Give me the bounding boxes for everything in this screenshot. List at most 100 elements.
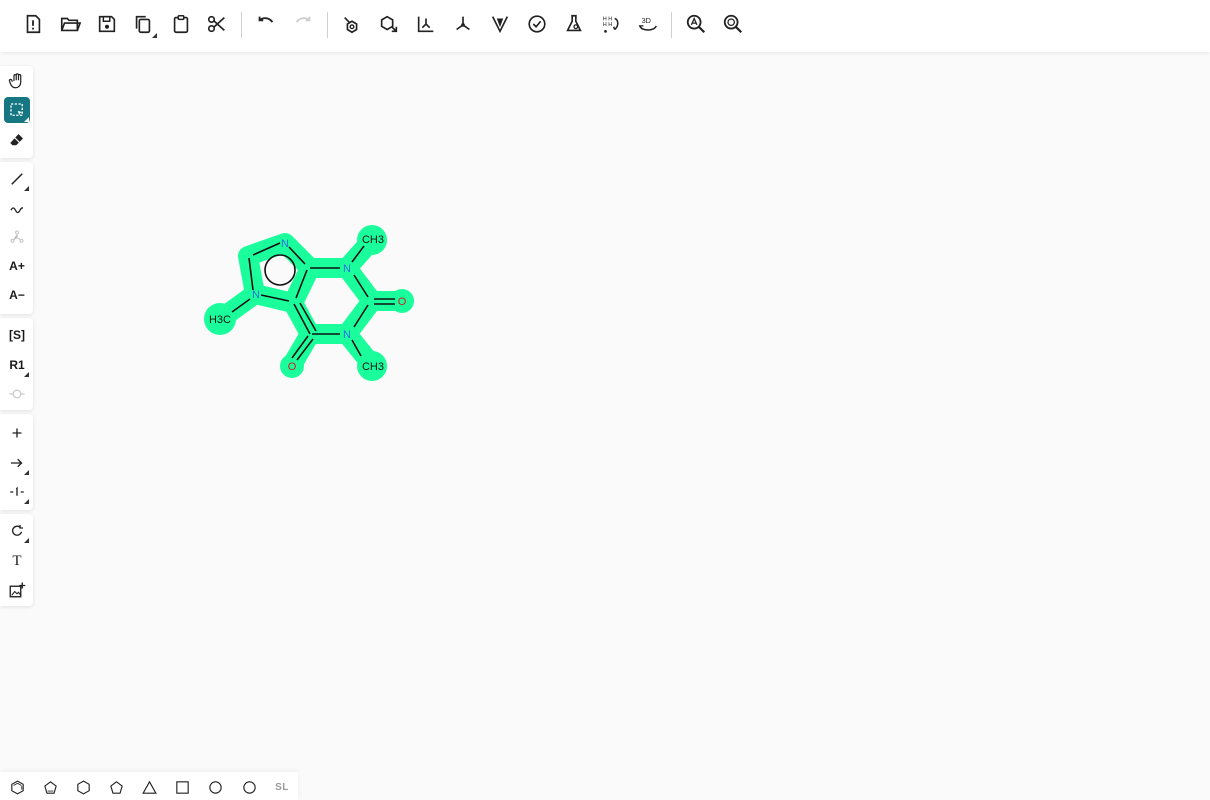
image-tool-button[interactable]: [4, 577, 30, 603]
sgroup-tool-button[interactable]: [S]: [4, 322, 30, 348]
zoom-in-button[interactable]: [680, 8, 712, 40]
clean-up-button[interactable]: [373, 8, 405, 40]
benzene-template-button[interactable]: [5, 776, 29, 798]
bonds: [231, 242, 395, 361]
arrow-tool-button[interactable]: [4, 450, 30, 476]
plus-tool-button[interactable]: [4, 420, 30, 446]
paste-button[interactable]: [165, 8, 197, 40]
toolbar-divider: [241, 12, 242, 38]
cycloheptane-template-button[interactable]: [203, 776, 227, 798]
clipboard-icon: [173, 15, 189, 34]
cyclobutane-template-button[interactable]: [170, 776, 194, 798]
attachment-tool-button[interactable]: [4, 381, 30, 407]
bond-tool-button[interactable]: [4, 166, 30, 192]
charge-minus-label: A−: [9, 288, 25, 302]
text-tool-button[interactable]: T: [4, 548, 30, 574]
square-icon: [175, 780, 189, 794]
new-file-button[interactable]: [17, 8, 49, 40]
mapping-tool-button[interactable]: [4, 479, 30, 505]
atom-methyl-top[interactable]: CH3: [362, 234, 384, 246]
attachment-point-icon: [9, 389, 25, 399]
flask-icon: [566, 14, 582, 32]
cyclopropane-template-button[interactable]: [137, 776, 161, 798]
cyclopentane-template-button[interactable]: [104, 776, 128, 798]
open-button[interactable]: [54, 8, 86, 40]
scissors-icon: [207, 15, 225, 33]
chain-tool-button[interactable]: [4, 195, 30, 221]
atom-n-imidazole-top[interactable]: N: [281, 238, 289, 250]
heptagon-icon: [208, 780, 222, 794]
left-toolbar-group-groups: [S] R1: [0, 318, 33, 410]
structure-library-label: SL: [275, 781, 289, 793]
rotate-icon: [11, 525, 23, 536]
single-bond-icon: [11, 173, 23, 185]
cyclohexane-template-button[interactable]: [71, 776, 95, 798]
hydrogen-label: H: [603, 22, 607, 28]
text-tool-label: T: [12, 552, 22, 569]
charge-minus-tool-button[interactable]: A−: [4, 282, 30, 308]
aromatize-button[interactable]: [410, 8, 442, 40]
molecule-structure[interactable]: N N N N O O CH3 CH3 H3C: [33, 52, 1210, 772]
hydrogens-icon: H H H H: [603, 16, 619, 33]
atom-n1[interactable]: N: [343, 263, 351, 275]
atom-mapping-icon: [10, 486, 24, 496]
clean-up-icon: [380, 15, 398, 33]
atom-methyl-left[interactable]: H3C: [209, 314, 231, 326]
copy-button[interactable]: [127, 8, 159, 40]
calculated-values-button[interactable]: [558, 8, 590, 40]
stereo-tool-button[interactable]: [4, 224, 30, 250]
submenu-indicator: [24, 538, 29, 543]
atom-n-imidazole-left[interactable]: N: [252, 289, 260, 301]
arrow-right-icon: [11, 458, 23, 468]
rgroup-tool-button[interactable]: R1: [4, 352, 30, 378]
charge-plus-tool-button[interactable]: A+: [4, 253, 30, 279]
check-structure-button[interactable]: [521, 8, 553, 40]
calculate-cip-button[interactable]: [484, 8, 516, 40]
atom-n3[interactable]: N: [343, 329, 351, 341]
select-tool-button[interactable]: [4, 97, 30, 123]
drawing-canvas[interactable]: N N N N O O CH3 CH3 H3C: [33, 52, 1210, 772]
folder-open-icon: [60, 17, 81, 32]
main-toolbar: H H H H 3D: [0, 0, 1210, 52]
zoom-out-icon: [723, 14, 743, 34]
cip-icon: [491, 16, 509, 34]
copy-icon: [135, 15, 151, 34]
octagon-icon: [242, 780, 256, 794]
cyclopentadiene-template-button[interactable]: [38, 776, 62, 798]
layout-icon: [344, 16, 358, 34]
redo-icon: [295, 16, 311, 23]
save-button[interactable]: [91, 8, 123, 40]
undo-button[interactable]: [250, 8, 282, 40]
atom-o-right[interactable]: O: [398, 296, 407, 308]
plus-icon: [12, 428, 22, 438]
hydrogen-label: H: [608, 16, 612, 22]
rotate-tool-button[interactable]: [4, 518, 30, 544]
dearomatize-button[interactable]: [447, 8, 479, 40]
eraser-icon: [10, 134, 23, 146]
zoom-out-button[interactable]: [717, 8, 749, 40]
cut-button[interactable]: [201, 8, 233, 40]
submenu-indicator: [24, 499, 29, 504]
sgroup-label: [S]: [9, 328, 25, 342]
dearomatize-icon: [456, 16, 470, 31]
hand-icon: [8, 73, 22, 89]
selection-highlight: [204, 225, 414, 381]
left-toolbar-group-misc: T: [0, 514, 33, 606]
floppy-icon: [98, 15, 116, 33]
3d-icon: 3D: [638, 16, 657, 31]
structure-library-button[interactable]: SL: [270, 776, 294, 798]
check-icon: [528, 15, 546, 33]
atom-methyl-bottom[interactable]: CH3: [362, 361, 384, 373]
atom-o-bottom[interactable]: O: [288, 361, 297, 373]
hand-tool-button[interactable]: [4, 68, 30, 94]
explicit-hydrogens-button[interactable]: H H H H: [595, 8, 627, 40]
layout-button[interactable]: [336, 8, 368, 40]
left-toolbar-group-selection: [0, 66, 33, 158]
submenu-indicator: [24, 372, 29, 377]
erase-tool-button[interactable]: [4, 127, 30, 153]
3d-viewer-button[interactable]: 3D: [632, 8, 664, 40]
aromatize-icon: [417, 16, 434, 33]
cyclooctane-template-button[interactable]: [237, 776, 261, 798]
left-toolbar-group-drawing: A+ A−: [0, 162, 33, 314]
redo-button[interactable]: [287, 8, 319, 40]
